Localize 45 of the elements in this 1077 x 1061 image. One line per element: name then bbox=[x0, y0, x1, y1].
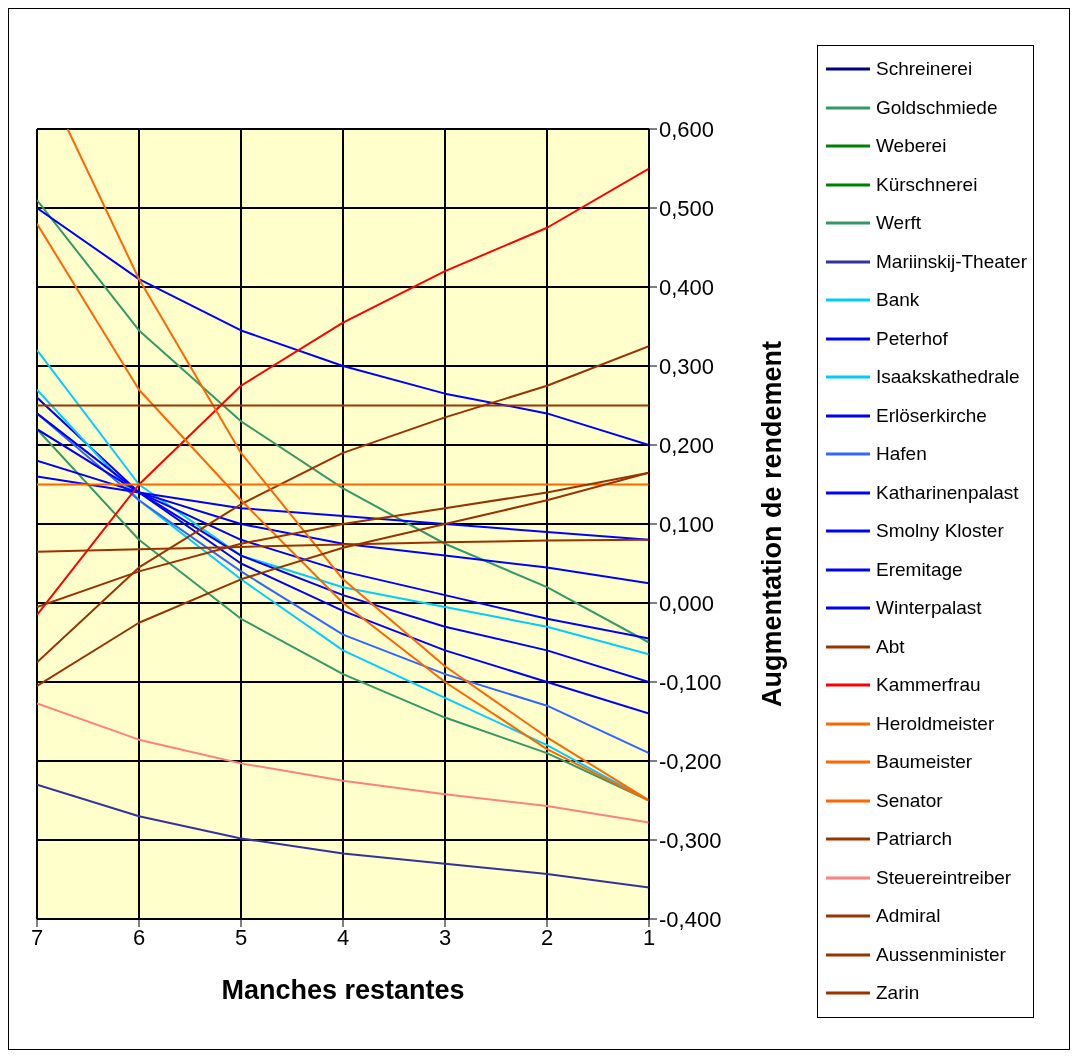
legend-label: Admiral bbox=[876, 905, 941, 928]
x-tick-label: 4 bbox=[336, 924, 350, 950]
y-tick-label: -0,200 bbox=[659, 748, 722, 774]
y-axis-title: Augmentation de rendement bbox=[757, 340, 787, 708]
x-tick-label: 5 bbox=[234, 924, 248, 950]
legend-label: Patriarch bbox=[876, 828, 953, 851]
legend-label: Peterhof bbox=[876, 327, 948, 350]
legend-label: Goldschmiede bbox=[876, 96, 998, 119]
x-tick-label: 7 bbox=[30, 924, 44, 950]
legend-label: Schreinerei bbox=[876, 58, 973, 81]
x-tick-label: 6 bbox=[132, 924, 146, 950]
legend-label: Kammerfrau bbox=[876, 674, 981, 697]
legend-label: Werft bbox=[876, 212, 922, 235]
legend-label: Abt bbox=[876, 635, 905, 658]
legend-label: Eremitage bbox=[876, 558, 963, 581]
legend-label: Senator bbox=[876, 789, 943, 812]
y-tick-label: -0,300 bbox=[659, 827, 722, 853]
x-tick-label: 3 bbox=[438, 924, 452, 950]
y-tick-label: 0,100 bbox=[659, 511, 715, 537]
legend-label: Mariinskij-Theater bbox=[876, 250, 1027, 273]
y-tick-label: 0,400 bbox=[659, 274, 715, 300]
legend-label: Hafen bbox=[876, 443, 927, 466]
legend-label: Weberei bbox=[876, 135, 947, 158]
legend-label: Aussenminister bbox=[876, 943, 1006, 966]
legend-label: Steuereintreiber bbox=[876, 866, 1012, 889]
legend-label: Winterpalast bbox=[876, 597, 982, 620]
x-axis-title: Manches restantes bbox=[221, 975, 465, 1005]
y-tick-label: 0,600 bbox=[659, 116, 715, 142]
legend-label: Katharinenpalast bbox=[876, 481, 1019, 504]
y-tick-label: 0,300 bbox=[659, 353, 715, 379]
legend-label: Zarin bbox=[876, 982, 920, 1005]
legend-label: Isaakskathedrale bbox=[876, 366, 1020, 389]
legend-label: Erlöserkirche bbox=[876, 404, 987, 427]
y-tick-label: -0,100 bbox=[659, 669, 722, 695]
legend-label: Kürschnerei bbox=[876, 173, 978, 196]
y-tick-label: 0,200 bbox=[659, 432, 715, 458]
legend-label: Bank bbox=[876, 289, 920, 312]
y-tick-label: -0,400 bbox=[659, 906, 722, 932]
x-tick-label: 1 bbox=[642, 924, 656, 950]
legend-label: Heroldmeister bbox=[876, 712, 995, 735]
y-tick-label: 0,500 bbox=[659, 195, 715, 221]
legend-label: Smolny Kloster bbox=[876, 520, 1004, 543]
y-tick-label: 0,000 bbox=[659, 590, 715, 616]
legend-label: Baumeister bbox=[876, 751, 973, 774]
x-tick-label: 2 bbox=[540, 924, 554, 950]
